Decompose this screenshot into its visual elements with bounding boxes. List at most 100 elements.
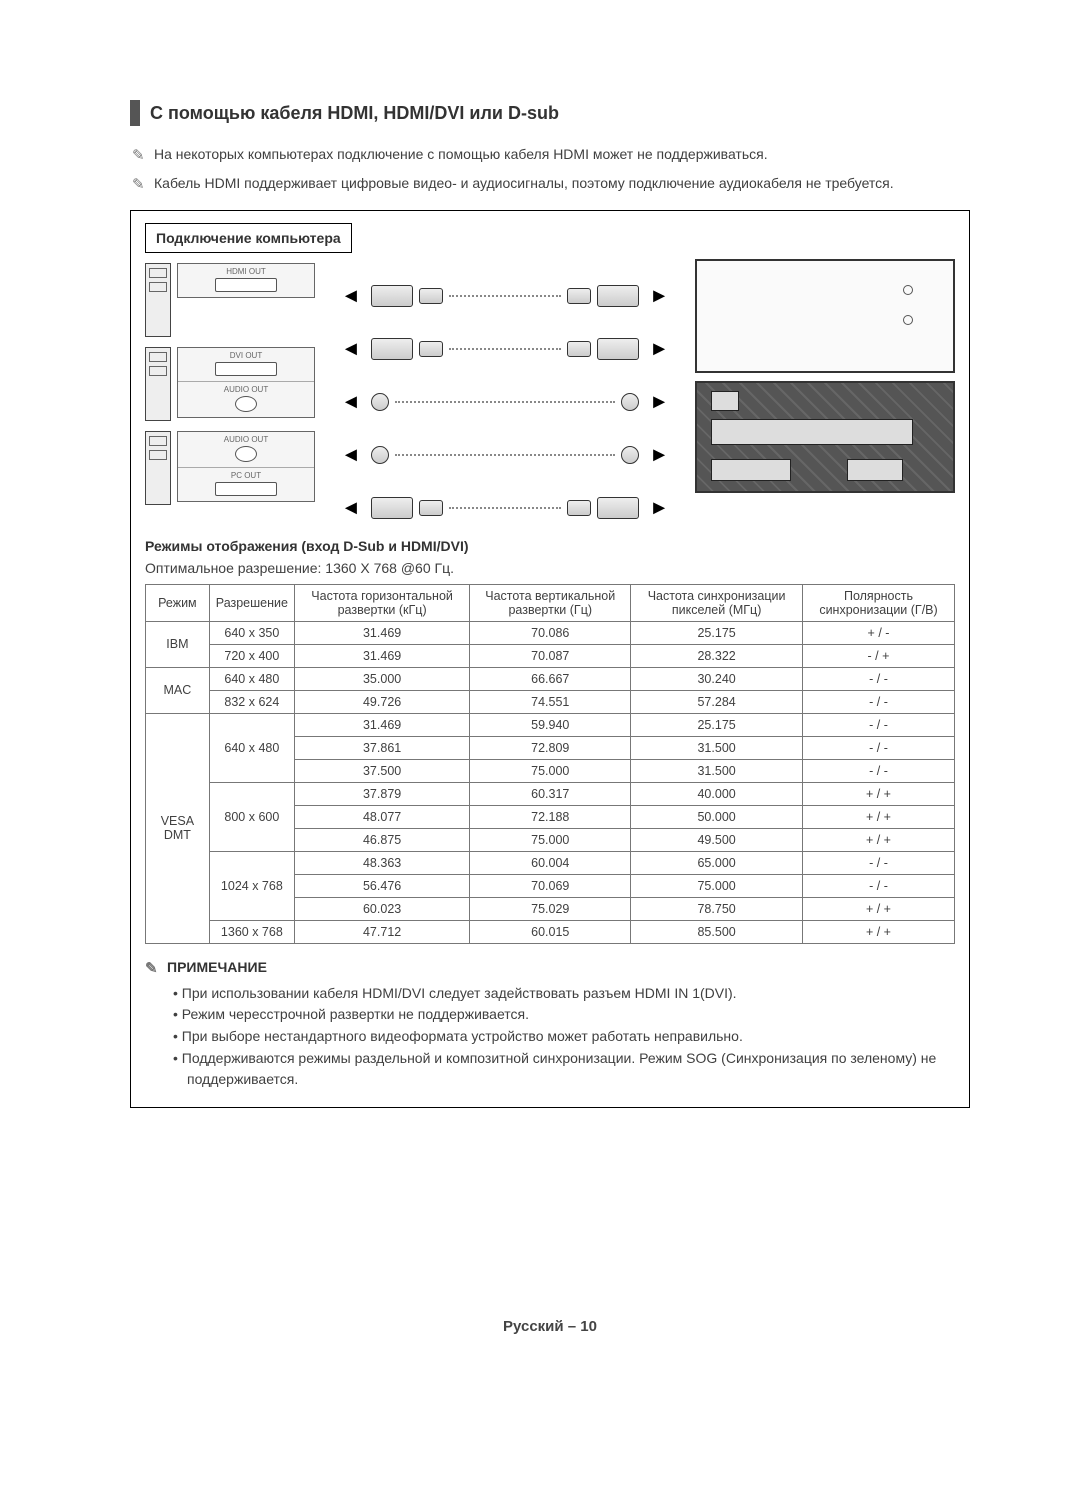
table-cell: + / + <box>802 828 954 851</box>
table-cell: 640 x 350 <box>209 621 294 644</box>
resolution-cell: 640 x 480 <box>209 713 294 782</box>
th-hfreq: Частота горизонтальной развертки (кГц) <box>294 584 469 621</box>
mode-cell: MAC <box>146 667 210 713</box>
table-cell: 60.015 <box>470 920 631 943</box>
dvi-cable-row: ◄ ► <box>337 338 673 361</box>
table-cell: 49.726 <box>294 690 469 713</box>
th-resolution: Разрешение <box>209 584 294 621</box>
tv-column <box>695 259 955 520</box>
table-cell: - / - <box>802 667 954 690</box>
table-cell: + / - <box>802 621 954 644</box>
diagram-area: HDMI OUT DVI OUT AUDIO OUT AUDIO OUT PC … <box>145 263 955 520</box>
note-icon: ✎ <box>145 959 163 977</box>
table-cell: 30.240 <box>631 667 803 690</box>
table-cell: + / + <box>802 782 954 805</box>
table-cell: 74.551 <box>470 690 631 713</box>
arrow-right-icon: ► <box>649 391 669 414</box>
note-icon: ✎ <box>132 174 150 196</box>
table-cell: 640 x 480 <box>209 667 294 690</box>
table-cell: 60.023 <box>294 897 469 920</box>
hdmi-out-label: HDMI OUT <box>226 267 266 276</box>
table-cell: 37.879 <box>294 782 469 805</box>
table-cell: + / + <box>802 805 954 828</box>
table-cell: 70.087 <box>470 644 631 667</box>
table-cell: - / - <box>802 713 954 736</box>
arrow-right-icon: ► <box>649 497 669 520</box>
note-title: ПРИМЕЧАНИЕ <box>167 959 267 975</box>
table-cell: 66.667 <box>470 667 631 690</box>
table-cell: 28.322 <box>631 644 803 667</box>
table-cell: 31.469 <box>294 621 469 644</box>
section-heading-row: С помощью кабеля HDMI, HDMI/DVI или D-su… <box>130 100 970 126</box>
th-polarity: Полярность синхронизации (Г/В) <box>802 584 954 621</box>
table-cell: - / - <box>802 874 954 897</box>
th-mode: Режим <box>146 584 210 621</box>
table-cell: 48.363 <box>294 851 469 874</box>
resolution-cell: 1360 x 768 <box>209 920 294 943</box>
top-note: ✎ Кабель HDMI поддерживает цифровые виде… <box>132 173 970 196</box>
table-cell: 832 x 624 <box>209 690 294 713</box>
optimal-resolution: Оптимальное разрешение: 1360 X 768 @60 Г… <box>145 560 955 576</box>
table-cell: 60.317 <box>470 782 631 805</box>
table-cell: - / - <box>802 851 954 874</box>
arrow-right-icon: ► <box>649 285 669 308</box>
top-note: ✎ На некоторых компьютерах подключение с… <box>132 144 970 167</box>
table-cell: 47.712 <box>294 920 469 943</box>
page-footer: Русский – 10 <box>130 1318 970 1335</box>
note-block: ✎ ПРИМЕЧАНИЕ При использовании кабеля HD… <box>145 958 955 1091</box>
audio-out-label: AUDIO OUT <box>224 385 268 394</box>
arrow-right-icon: ► <box>649 338 669 361</box>
pc-tower-icon <box>145 347 171 421</box>
table-cell: 31.500 <box>631 736 803 759</box>
audio-cable-row: ◄ ► <box>337 391 673 414</box>
tv-rear-panel-icon <box>695 381 955 493</box>
diagram-box: Подключение компьютера HDMI OUT DVI OUT … <box>130 210 970 1108</box>
table-cell: 59.940 <box>470 713 631 736</box>
th-vfreq: Частота вертикальной развертки (Гц) <box>470 584 631 621</box>
table-cell: - / - <box>802 759 954 782</box>
section-heading: С помощью кабеля HDMI, HDMI/DVI или D-su… <box>150 103 559 124</box>
audio-out-label-2: AUDIO OUT <box>224 435 268 444</box>
table-cell: 31.469 <box>294 644 469 667</box>
table-cell: 57.284 <box>631 690 803 713</box>
table-cell: 70.069 <box>470 874 631 897</box>
table-cell: 37.500 <box>294 759 469 782</box>
table-cell: 25.175 <box>631 713 803 736</box>
th-pixclock: Частота синхронизации пикселей (МГц) <box>631 584 803 621</box>
top-note-text: На некоторых компьютерах подключение с п… <box>154 144 768 164</box>
table-cell: 37.861 <box>294 736 469 759</box>
note-bullet: Поддерживаются режимы раздельной и компо… <box>173 1048 955 1091</box>
table-cell: 78.750 <box>631 897 803 920</box>
note-bullet: При выборе нестандартного видеоформата у… <box>173 1026 955 1048</box>
table-cell: 31.500 <box>631 759 803 782</box>
arrow-left-icon: ◄ <box>341 391 361 414</box>
audio-cable-row-2: ◄ ► <box>337 444 673 467</box>
note-icon: ✎ <box>132 145 150 167</box>
resolution-cell: 1024 x 768 <box>209 851 294 920</box>
table-cell: 72.188 <box>470 805 631 828</box>
pc-column: HDMI OUT DVI OUT AUDIO OUT AUDIO OUT PC … <box>145 263 315 520</box>
dvi-out-label: DVI OUT <box>230 351 262 360</box>
table-cell: 56.476 <box>294 874 469 897</box>
tv-screen-icon <box>695 259 955 373</box>
table-cell: - / + <box>802 644 954 667</box>
table-cell: 85.500 <box>631 920 803 943</box>
table-cell: 49.500 <box>631 828 803 851</box>
table-cell: 40.000 <box>631 782 803 805</box>
diagram-label: Подключение компьютера <box>145 223 352 253</box>
arrow-left-icon: ◄ <box>341 497 361 520</box>
table-cell: 50.000 <box>631 805 803 828</box>
table-cell: 60.004 <box>470 851 631 874</box>
pc-tower-icon <box>145 431 171 505</box>
vga-cable-row: ◄ ► <box>337 497 673 520</box>
table-cell: 35.000 <box>294 667 469 690</box>
table-cell: 75.000 <box>631 874 803 897</box>
table-cell: + / + <box>802 920 954 943</box>
note-bullet: Режим чересстрочной развертки не поддерж… <box>173 1004 955 1026</box>
table-cell: 75.029 <box>470 897 631 920</box>
arrow-left-icon: ◄ <box>341 338 361 361</box>
table-cell: 75.000 <box>470 828 631 851</box>
table-cell: 72.809 <box>470 736 631 759</box>
table-cell: 70.086 <box>470 621 631 644</box>
mode-cell: IBM <box>146 621 210 667</box>
